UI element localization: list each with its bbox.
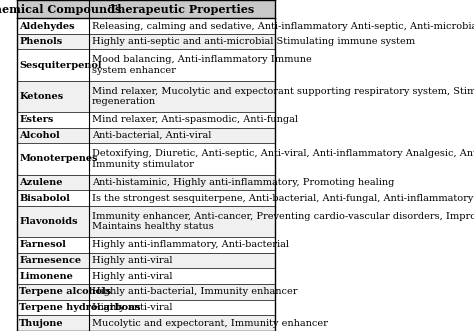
Text: Flavonoids: Flavonoids <box>19 217 78 226</box>
Text: Mind relaxer, Anti-spasmodic, Anti-fungal: Mind relaxer, Anti-spasmodic, Anti-funga… <box>91 116 298 124</box>
Text: Azulene: Azulene <box>19 178 63 187</box>
Text: Aldehydes: Aldehydes <box>19 22 75 30</box>
FancyBboxPatch shape <box>17 81 275 112</box>
Text: Terpene alcohols: Terpene alcohols <box>19 287 111 296</box>
Text: Mucolytic and expectorant, Immunity enhancer: Mucolytic and expectorant, Immunity enha… <box>91 319 328 328</box>
Text: Bisabolol: Bisabolol <box>19 194 70 203</box>
Text: Limonene: Limonene <box>19 272 73 281</box>
Text: Therapeutic Properties: Therapeutic Properties <box>109 4 255 15</box>
Text: Immunity enhancer, Anti-cancer, Preventing cardio-vascular disorders, Improves c: Immunity enhancer, Anti-cancer, Preventi… <box>91 212 474 231</box>
FancyBboxPatch shape <box>17 300 275 315</box>
Text: Thujone: Thujone <box>19 319 64 328</box>
Text: Alcohol: Alcohol <box>19 131 60 140</box>
Text: Anti-histaminic, Highly anti-inflammatory, Promoting healing: Anti-histaminic, Highly anti-inflammator… <box>91 178 394 187</box>
Text: Highly anti-viral: Highly anti-viral <box>91 272 172 281</box>
Text: Esters: Esters <box>19 116 54 124</box>
Text: Mind relaxer, Mucolytic and expectorant supporting respiratory system, Stimulate: Mind relaxer, Mucolytic and expectorant … <box>91 87 474 106</box>
Text: Highly anti-viral: Highly anti-viral <box>91 303 172 312</box>
FancyBboxPatch shape <box>17 50 275 81</box>
Text: Highly anti-inflammatory, Anti-bacterial: Highly anti-inflammatory, Anti-bacterial <box>91 241 289 250</box>
Text: Sesquiterpenol: Sesquiterpenol <box>19 61 102 70</box>
FancyBboxPatch shape <box>17 128 275 143</box>
Text: Mood balancing, Anti-inflammatory Immune
system enhancer: Mood balancing, Anti-inflammatory Immune… <box>91 55 311 75</box>
Text: Is the strongest sesquiterpene, Anti-bacterial, Anti-fungal, Anti-inflammatory: Is the strongest sesquiterpene, Anti-bac… <box>91 194 473 203</box>
FancyBboxPatch shape <box>17 315 275 331</box>
Text: Detoxifying, Diuretic, Anti-septic, Anti-viral, Anti-inflammatory Analgesic, Ant: Detoxifying, Diuretic, Anti-septic, Anti… <box>91 149 474 169</box>
FancyBboxPatch shape <box>17 253 275 268</box>
FancyBboxPatch shape <box>17 190 275 206</box>
Text: Phenols: Phenols <box>19 37 63 46</box>
Text: Highly anti-septic and anti-microbial Stimulating immune system: Highly anti-septic and anti-microbial St… <box>91 37 415 46</box>
Text: Farnesence: Farnesence <box>19 256 82 265</box>
FancyBboxPatch shape <box>17 175 275 190</box>
Text: Releasing, calming and sedative, Anti-inflammatory Anti-septic, Anti-microbial: Releasing, calming and sedative, Anti-in… <box>91 22 474 30</box>
Text: Terpene hydrocarbons: Terpene hydrocarbons <box>19 303 141 312</box>
FancyBboxPatch shape <box>17 237 275 253</box>
Text: Monoterpenes: Monoterpenes <box>19 155 98 164</box>
Text: Highly anti-bacterial, Immunity enhancer: Highly anti-bacterial, Immunity enhancer <box>91 287 297 296</box>
FancyBboxPatch shape <box>17 284 275 300</box>
Text: Farnesol: Farnesol <box>19 241 66 250</box>
Text: Anti-bacterial, Anti-viral: Anti-bacterial, Anti-viral <box>91 131 211 140</box>
FancyBboxPatch shape <box>17 268 275 284</box>
FancyBboxPatch shape <box>17 206 275 237</box>
Text: Chemical Compounds: Chemical Compounds <box>0 4 121 15</box>
FancyBboxPatch shape <box>17 0 275 18</box>
Text: Highly anti-viral: Highly anti-viral <box>91 256 172 265</box>
Text: Ketones: Ketones <box>19 92 64 101</box>
FancyBboxPatch shape <box>17 34 275 50</box>
FancyBboxPatch shape <box>17 143 275 175</box>
FancyBboxPatch shape <box>17 18 275 34</box>
FancyBboxPatch shape <box>17 112 275 128</box>
